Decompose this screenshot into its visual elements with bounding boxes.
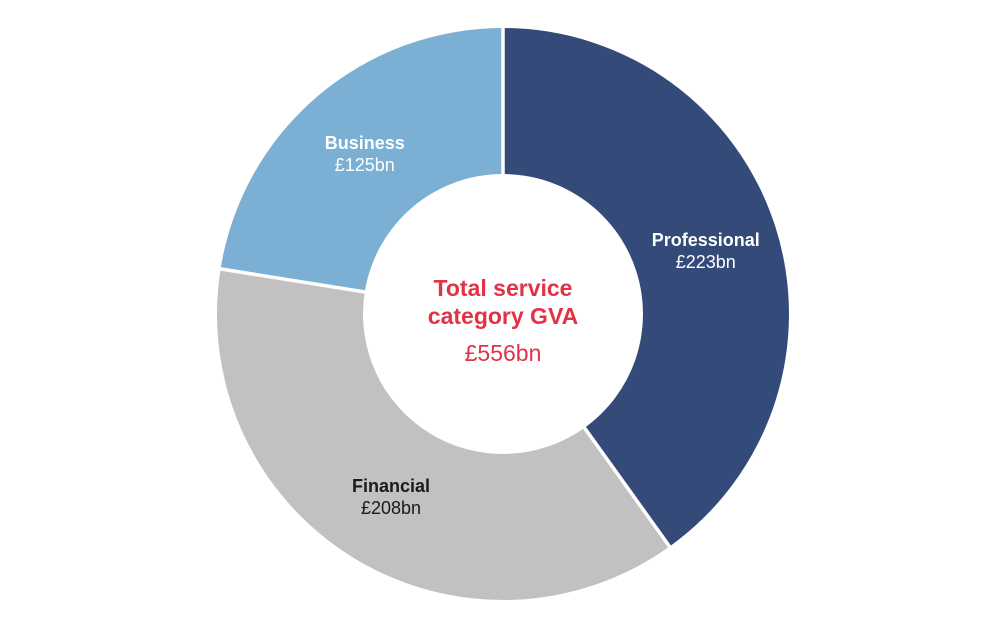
segment-label-business: Business£125bn	[325, 133, 405, 175]
center-label: Total service category GVA £556bn	[428, 275, 578, 366]
segment-value-professional: £223bn	[676, 252, 736, 272]
segment-professional	[503, 28, 789, 547]
segment-value-financial: £208bn	[361, 498, 421, 518]
segment-name-financial: Financial	[352, 476, 430, 496]
segment-divider	[219, 267, 367, 294]
segment-labels-layer: Professional£223bn Financial£208bn Busines…	[325, 133, 760, 518]
segment-divider	[582, 425, 672, 549]
center-title-line2: category GVA	[428, 303, 578, 329]
segment-financial	[216, 268, 670, 600]
segment-business	[220, 28, 503, 292]
segment-value-business: £125bn	[335, 155, 395, 175]
segment-label-professional: Professional£223bn	[652, 230, 760, 272]
segment-name-business: Business	[325, 133, 405, 153]
center-total-value: £556bn	[465, 340, 542, 366]
segment-dividers	[219, 27, 672, 549]
segment-name-professional: Professional	[652, 230, 760, 250]
segments-layer	[216, 28, 789, 600]
center-title-line1: Total service	[434, 275, 573, 301]
segment-label-financial: Financial£208bn	[352, 476, 430, 518]
